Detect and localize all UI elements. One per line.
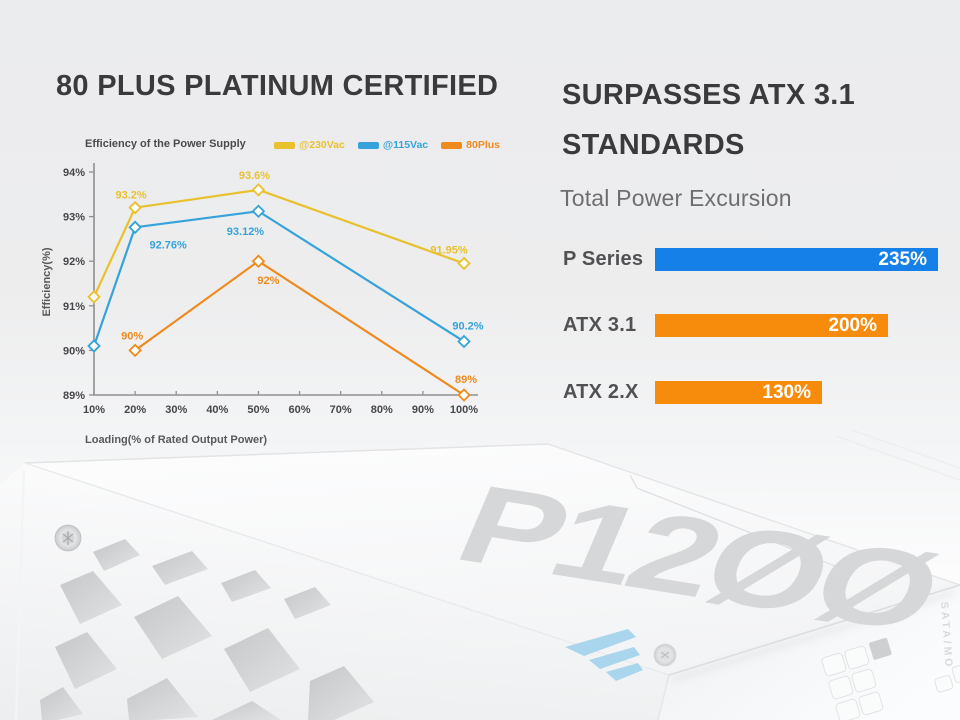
x-tick-label: 30% bbox=[165, 404, 187, 416]
screw-icon bbox=[653, 643, 677, 667]
psu-lid-seam bbox=[629, 474, 851, 573]
bar-row-atx-2-x: ATX 2.X 130% bbox=[563, 381, 822, 404]
psu-front-corner-edge bbox=[657, 674, 670, 720]
screw-icon bbox=[54, 524, 82, 552]
legend-swatch-230vac bbox=[273, 141, 295, 149]
psu-product-image: P12ØØ bbox=[0, 430, 960, 720]
data-point-marker bbox=[87, 290, 101, 304]
legend-item-230vac: @230Vac bbox=[273, 139, 345, 151]
bar-value-label: 200% bbox=[828, 314, 877, 336]
data-point-label: 91.95% bbox=[430, 244, 468, 256]
bar-fill: 130% bbox=[655, 381, 822, 404]
x-tick-label: 60% bbox=[289, 404, 311, 416]
y-tick-label: 91% bbox=[63, 301, 85, 313]
legend-item-115vac: @115Vac bbox=[357, 139, 429, 151]
data-point-label: 89% bbox=[455, 374, 477, 386]
efficiency-chart-title: Efficiency of the Power Supply bbox=[85, 138, 246, 150]
vent-grille bbox=[40, 539, 374, 720]
psu-left-edge-highlight bbox=[14, 469, 26, 720]
legend-item-80plus: 80Plus bbox=[441, 139, 500, 151]
legend-label-80plus: 80Plus bbox=[466, 139, 500, 151]
x-tick-label: 100% bbox=[450, 404, 478, 416]
data-point-marker bbox=[457, 334, 471, 349]
psu-front-face bbox=[658, 585, 960, 720]
legend-label-115vac: @115Vac bbox=[382, 139, 429, 151]
x-tick-label: 20% bbox=[124, 404, 146, 416]
x-tick-label: 70% bbox=[330, 404, 352, 416]
series-line-@115Vac bbox=[92, 210, 465, 347]
psu-top-face bbox=[25, 444, 960, 675]
psu-back-right-edge bbox=[547, 443, 960, 586]
y-axis-title: Efficiency(%) bbox=[41, 247, 53, 317]
y-tick-label: 92% bbox=[63, 256, 85, 268]
page-title-right-line2: STANDARDS bbox=[562, 129, 745, 161]
data-point-marker bbox=[457, 388, 471, 402]
bar-row-p-series: P Series 235% bbox=[563, 248, 938, 271]
y-tick-label: 94% bbox=[63, 167, 85, 179]
bar-category-label: ATX 3.1 bbox=[563, 314, 637, 336]
y-tick-label: 89% bbox=[63, 390, 85, 402]
x-tick-label: 50% bbox=[247, 404, 269, 416]
y-tick-label: 93% bbox=[63, 212, 85, 224]
bar-fill: 200% bbox=[655, 314, 888, 337]
ridge-shadow bbox=[671, 590, 956, 682]
data-point-label: 93.12% bbox=[227, 226, 265, 238]
data-point-marker bbox=[251, 183, 266, 197]
data-point-label: 92% bbox=[257, 275, 279, 287]
data-point-marker bbox=[251, 254, 266, 268]
x-tick-label: 40% bbox=[206, 404, 228, 416]
bar-fill: 235% bbox=[655, 248, 938, 271]
series-line-80Plus bbox=[134, 260, 465, 396]
efficiency-chart-svg: 89% 90% 91% 92% 93% 94% 10% 20% 30% 40% 50% 60% 70% 8… bbox=[63, 163, 484, 416]
data-point-marker bbox=[128, 343, 142, 358]
bar-category-label: P Series bbox=[563, 248, 644, 270]
data-point-marker bbox=[128, 200, 142, 215]
data-point-marker bbox=[457, 256, 471, 271]
psu-corner-fold-lines bbox=[835, 430, 960, 481]
efficiency-chart-legend: @230Vac @115Vac 80Plus bbox=[273, 139, 500, 151]
psu-front-ridge bbox=[668, 584, 960, 676]
bar-chart-title: Total Power Excursion bbox=[560, 185, 792, 211]
series-line-@230Vac bbox=[93, 188, 465, 298]
legend-swatch-80plus bbox=[441, 141, 463, 149]
data-point-marker bbox=[87, 339, 101, 353]
page-title-right: SURPASSES ATX 3.1 STANDARDS bbox=[562, 70, 855, 170]
bar-value-label: 235% bbox=[878, 248, 927, 270]
psu-side-label: SATA/MO bbox=[938, 601, 955, 670]
psu-back-edge bbox=[24, 443, 549, 464]
bar-row-atx-3-1: ATX 3.1 200% bbox=[563, 314, 888, 337]
data-point-label: 92.76% bbox=[149, 239, 187, 251]
legend-swatch-115vac bbox=[357, 141, 379, 149]
data-point-label: 90% bbox=[121, 330, 143, 342]
modular-connectors bbox=[821, 637, 960, 720]
page-title-left: 80 PLUS PLATINUM CERTIFIED bbox=[56, 70, 499, 102]
brand-logo-icon bbox=[565, 629, 643, 681]
data-point-label: 90.2% bbox=[452, 320, 483, 332]
efficiency-chart-header: Efficiency of the Power Supply @230Vac @… bbox=[36, 136, 506, 155]
bar-value-label: 130% bbox=[762, 381, 811, 403]
x-tick-label: 90% bbox=[412, 404, 434, 416]
data-point-label: 93.6% bbox=[239, 170, 270, 182]
data-point-label: 93.2% bbox=[116, 190, 147, 202]
efficiency-chart: Efficiency of the Power Supply @230Vac @… bbox=[36, 136, 506, 446]
x-axis-title: Loading(% of Rated Output Power) bbox=[85, 434, 268, 446]
legend-label-230vac: @230Vac bbox=[298, 139, 345, 151]
x-tick-label: 10% bbox=[83, 404, 105, 416]
bar-category-label: ATX 2.X bbox=[563, 381, 639, 403]
x-tick-label: 80% bbox=[371, 404, 393, 416]
data-point-marker bbox=[128, 220, 142, 235]
psu-grille-boundary bbox=[24, 462, 670, 676]
y-tick-label: 90% bbox=[63, 345, 85, 357]
page-title-right-line1: SURPASSES ATX 3.1 bbox=[562, 79, 856, 111]
data-point-marker bbox=[251, 204, 266, 219]
